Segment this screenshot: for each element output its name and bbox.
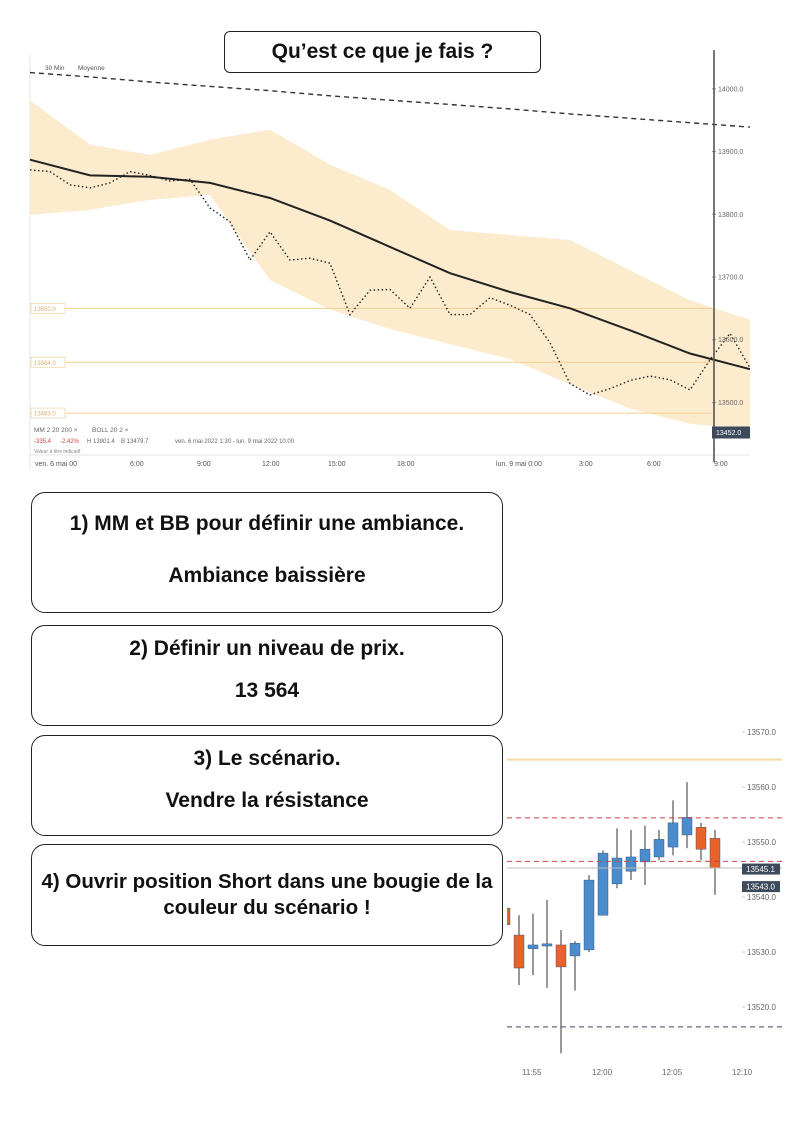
step-box: 2) Définir un niveau de prix. 13 564 — [31, 625, 503, 726]
x-tick-label: ven. 6 mai 00 — [35, 461, 77, 468]
timeframe: 30 Min — [45, 65, 65, 72]
candle-area — [507, 782, 721, 1054]
step-heading: 1) MM et BB pour définir une ambiance. — [69, 512, 465, 535]
candle-body — [681, 817, 693, 836]
step-box: 3) Le scénario. Vendre la résistance — [31, 735, 503, 836]
candle-body — [527, 944, 539, 949]
candle-body — [569, 943, 581, 957]
x-tick-label: lun. 9 mai 0:00 — [496, 461, 542, 468]
note: Valeur à titre indicatif — [34, 449, 81, 455]
level-tag — [30, 302, 66, 314]
x-tick-label: 15:00 — [328, 461, 346, 468]
level-label: 13483.0 — [34, 412, 56, 418]
candle-body — [583, 879, 595, 951]
y-tick-label: 13700.0 — [718, 274, 743, 281]
y-tick-label: 13540.0 — [747, 893, 776, 902]
candle-body — [667, 822, 679, 848]
y-tick-label: 13550.0 — [747, 838, 776, 847]
price-line — [29, 169, 751, 396]
x-tick-label: 12:05 — [662, 1068, 683, 1077]
candle-body — [611, 857, 623, 885]
last-price-tag — [712, 426, 750, 439]
legend-item: BOLL 20 2 × — [92, 427, 129, 434]
candle-body — [709, 838, 721, 869]
step-box: 1) MM et BB pour définir une ambiance. Am… — [31, 492, 503, 613]
y-tick-label: 13530.0 — [747, 948, 776, 957]
stat: -335.4 — [34, 439, 52, 445]
step-answer: Ambiance baissière — [168, 564, 366, 587]
candle-body — [639, 849, 651, 863]
step-box: 4) Ouvrir position Short dans une bougie… — [31, 844, 503, 946]
legend-item: MM 2 20 200 × — [34, 427, 78, 434]
step-answer: Vendre la résistance — [165, 789, 369, 812]
y-tick-label: 13520.0 — [747, 1003, 776, 1012]
y-tick-label: 13500.0 — [718, 400, 743, 407]
price-tag-label: 13545.1 — [746, 865, 775, 874]
candle-body — [513, 934, 525, 969]
level-tag — [30, 356, 66, 368]
level-tag — [30, 407, 66, 419]
y-tick-label: 13570.0 — [747, 728, 776, 737]
y-tick-label: 13560.0 — [747, 783, 776, 792]
candle-body — [555, 944, 567, 968]
candle-body — [541, 943, 553, 947]
step-heading: 3) Le scénario. — [193, 747, 341, 770]
step-heading: 4) Ouvrir position Short dans une bougie… — [41, 870, 493, 919]
step-answer: 13 564 — [234, 679, 300, 702]
stat: ven. 6 mai 2022 1:30 - lun. 9 mai 2022 1… — [175, 439, 295, 445]
price-tag-label: 13543.0 — [746, 883, 775, 892]
level-label: 13650.0 — [34, 307, 56, 313]
candle-body — [695, 827, 707, 850]
x-tick-label: 9:00 — [714, 461, 728, 468]
last-price-label: 13452.0 — [716, 430, 741, 437]
candle-body — [597, 852, 609, 916]
y-tick-label: 13900.0 — [718, 149, 743, 156]
x-tick-label: 3:00 — [579, 461, 593, 468]
x-tick-label: 6:00 — [130, 461, 144, 468]
candle-body — [625, 856, 637, 872]
x-tick-label: 11:55 — [522, 1068, 542, 1077]
y-tick-label: 14000.0 — [718, 86, 743, 93]
x-tick-label: 18:00 — [397, 461, 415, 468]
title-box: Qu’est ce que je fais ? — [224, 31, 541, 73]
stat: -2.42% — [60, 439, 80, 445]
price-line — [29, 158, 751, 371]
candle-body — [507, 907, 511, 925]
x-tick-label: 6:00 — [647, 461, 661, 468]
price-line — [29, 71, 751, 128]
x-tick-label: 12:00 — [592, 1068, 613, 1077]
bollinger-band — [30, 100, 750, 430]
y-tick-label: 13600.0 — [718, 337, 743, 344]
y-tick-label: 13800.0 — [718, 212, 743, 219]
price-tag — [742, 863, 780, 875]
indicator: Moyenne — [78, 65, 105, 72]
x-tick-label: 12:00 — [262, 461, 280, 468]
x-tick-label: 9:00 — [197, 461, 211, 468]
step-heading: 2) Définir un niveau de prix. — [129, 637, 405, 660]
x-tick-label: 12:10 — [732, 1068, 753, 1077]
stat: H 13901.4 — [87, 439, 115, 445]
candle-body — [653, 839, 665, 858]
stat: B 13479.7 — [121, 439, 149, 445]
level-label: 13564.0 — [34, 361, 56, 367]
price-tag — [742, 881, 780, 893]
